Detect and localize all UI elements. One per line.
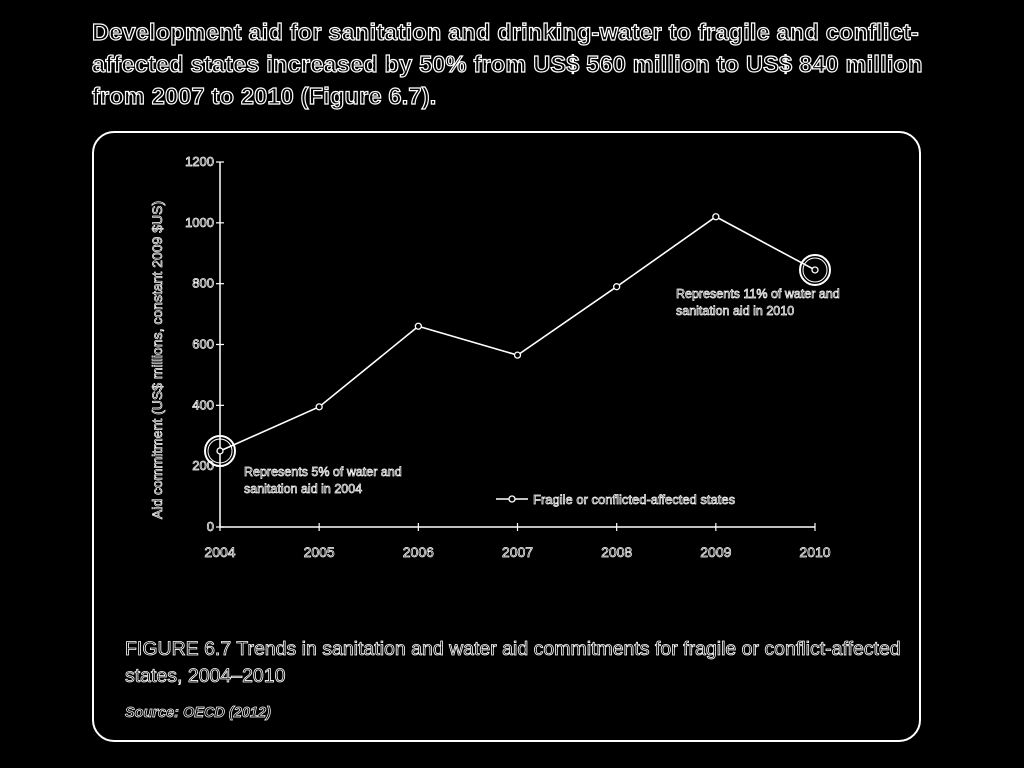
annotation-text: Represents 11% of water and xyxy=(676,287,840,301)
annotation-circle-inner xyxy=(207,438,233,464)
x-tick-label: 2005 xyxy=(304,544,335,560)
x-tick-label: 2006 xyxy=(403,544,434,560)
data-point xyxy=(414,322,422,330)
y-tick-label: 0 xyxy=(207,519,214,534)
y-tick-label: 1200 xyxy=(185,154,214,169)
annotation-text: sanitation aid in 2004 xyxy=(244,482,362,496)
y-tick-label: 600 xyxy=(192,337,214,352)
x-tick-label: 2007 xyxy=(502,544,533,560)
headline: Development aid for sanitation and drink… xyxy=(91,18,923,109)
legend-marker xyxy=(508,495,516,503)
annotation-circle-inner xyxy=(802,257,828,283)
chart-marks xyxy=(216,213,819,455)
annotation-circle xyxy=(204,434,236,467)
legend-label: Fragile or conflicted-affected states xyxy=(533,492,736,507)
y-tick-label: 1000 xyxy=(185,215,214,230)
data-point xyxy=(216,447,224,455)
data-point xyxy=(811,266,819,274)
y-tick-label: 400 xyxy=(192,397,214,412)
y-tick-label: 200 xyxy=(192,458,214,473)
x-tick-label: 2004 xyxy=(204,544,235,560)
series-line xyxy=(219,215,816,452)
x-tick-label: 2008 xyxy=(601,544,632,560)
x-tick-label: 2010 xyxy=(799,544,830,560)
y-axis-label: Aid commitment (US$ millions, constant 2… xyxy=(149,201,165,519)
figure-panel xyxy=(92,131,921,742)
data-point xyxy=(513,351,522,359)
annotation-text: Represents 5% of water and xyxy=(244,465,402,479)
figure-caption: FIGURE 6.7 Trends in sanitation and wate… xyxy=(125,638,901,688)
data-point xyxy=(712,213,720,221)
x-tick-label: 2009 xyxy=(700,544,731,560)
annotation-text: sanitation aid in 2010 xyxy=(676,304,794,318)
chart-annotations: Represents 5% of water and sanitation aid… xyxy=(204,253,840,496)
chart-legend: Fragile or conflicted-affected states xyxy=(496,492,736,507)
y-tick-label: 800 xyxy=(192,276,214,291)
figure-source: Source: OECD (2012) xyxy=(125,705,272,722)
data-point xyxy=(315,403,323,411)
annotation-circle xyxy=(799,253,831,286)
data-point xyxy=(613,283,621,291)
